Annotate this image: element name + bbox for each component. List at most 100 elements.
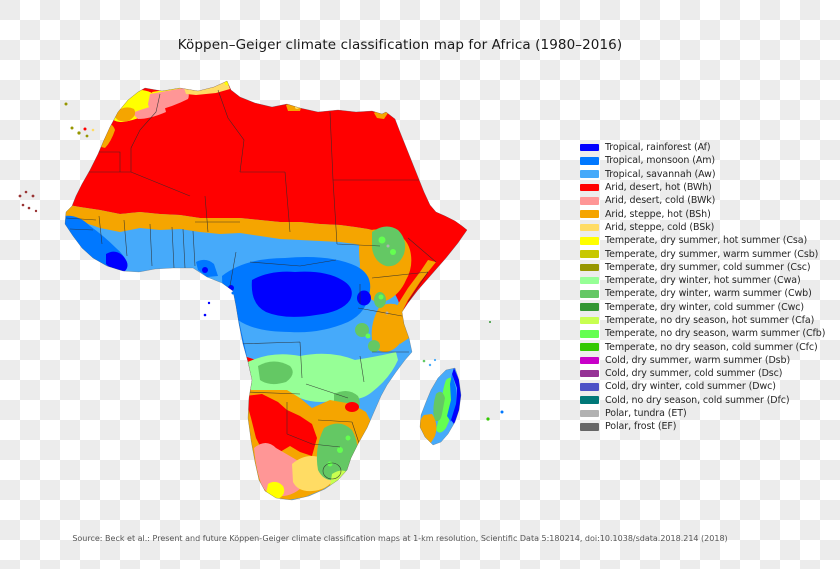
legend-item-cfb: Temperate, no dry season, warm summer (C… (580, 327, 830, 340)
legend-item-bsk: Arid, steppe, cold (BSk) (580, 221, 830, 234)
legend-swatch-cfb (580, 330, 599, 338)
region-tanzania-steppe (371, 303, 407, 352)
legend-swatch-dsc (580, 369, 599, 378)
legend-item-cwa: Temperate, dry winter, hot summer (Cwa) (580, 274, 830, 287)
region-limpopo-bwh-pocket (345, 402, 359, 412)
legend-item-dwc: Cold, dry winter, cold summer (Dwc) (580, 380, 830, 393)
legend-swatch-am (580, 157, 599, 165)
legend-swatch-csa (580, 236, 599, 245)
cape-verde-dot (31, 194, 35, 198)
region-tanzania-cwb-blob (355, 323, 369, 337)
region-kalahari-desert (245, 394, 317, 456)
sao-tome-island-dot (203, 313, 207, 317)
legend-label-cfc: Temperate, no dry season, cold summer (C… (605, 341, 818, 353)
legend-swatch-ef (580, 423, 599, 431)
region-sa-cfa-strip (330, 470, 353, 492)
legend-item-bsh: Arid, steppe, hot (BSh) (580, 207, 830, 220)
madagascar-highlands-cfb (436, 377, 455, 433)
canary-island-dot (91, 128, 95, 132)
seychelles-island-dot (489, 321, 491, 323)
legend-swatch-cfc (580, 343, 599, 351)
region-sa-cfb-dot (337, 447, 343, 453)
canary-island-dot (70, 126, 74, 130)
comoros-island-dot (433, 358, 437, 362)
comoros-island-dot (422, 359, 426, 363)
region-tanzania-cfb-dot (365, 333, 371, 339)
madagascar-cwb-patch (433, 391, 445, 422)
legend-swatch-bwh (580, 183, 599, 192)
legend-item-cfa: Temperate, no dry season, hot summer (Cf… (580, 314, 830, 327)
legend-swatch-dwc (580, 383, 599, 391)
legend-item-cwb: Temperate, dry winter, warm summer (Cwb) (580, 287, 830, 300)
legend-swatch-csc (580, 263, 599, 272)
cape-verde-dot (18, 194, 22, 198)
region-kenya-highlands-cwb (374, 292, 386, 308)
legend-item-cfc: Temperate, no dry season, cold summer (C… (580, 340, 830, 353)
legend-label-csc: Temperate, dry summer, cold summer (Csc) (605, 261, 811, 273)
legend-label-cfa: Temperate, no dry season, hot summer (Cf… (605, 315, 815, 326)
legend-label-ef: Polar, frost (EF) (605, 421, 677, 433)
region-tanzania-cwb-blob2 (368, 340, 380, 352)
legend-label-dsc: Cold, dry summer, cold summer (Dsc) (605, 368, 783, 380)
legend-item-cwc: Temperate, dry winter, cold summer (Cwc) (580, 301, 830, 314)
legend-label-bsk: Arid, steppe, cold (BSk) (605, 221, 715, 233)
legend-swatch-dfc (580, 396, 599, 405)
bioko-island-dot (231, 291, 235, 295)
comoros-island-dot (428, 363, 432, 367)
map-title: Köppen–Geiger climate classification map… (177, 37, 623, 53)
region-ethiopia-cfb-dot (378, 236, 386, 244)
region-lake-victoria-af (357, 290, 371, 306)
islands-group (18, 102, 504, 421)
legend-label-cwc: Temperate, dry winter, cold summer (Cwc) (605, 301, 805, 313)
legend-label-dsb: Cold, dry summer, warm summer (Dsb) (605, 354, 791, 366)
region-atlas-bwk (132, 104, 166, 119)
region-ethiopia-et-dot (386, 244, 390, 248)
legend-label-cwa: Temperate, dry winter, hot summer (Cwa) (605, 275, 801, 287)
legend-label-csa: Temperate, dry summer, hot summer (Csa) (605, 235, 808, 247)
canary-island-dot (85, 134, 89, 138)
legend-item-af: Tropical, rainforest (Af) (580, 141, 830, 154)
lesotho-border (322, 462, 342, 480)
source-attribution: Source: Beck et al.: Present and future … (72, 534, 728, 543)
climate-legend: Tropical, rainforest (Af) Tropical, mons… (580, 141, 830, 434)
region-sa-cfb-dot3 (345, 435, 351, 441)
legend-swatch-af (580, 143, 599, 152)
legend-label-bsh: Arid, steppe, hot (BSh) (605, 208, 711, 220)
legend-label-dwc: Cold, dry winter, cold summer (Dwc) (605, 381, 776, 393)
legend-label-csb: Temperate, dry summer, warm summer (Csb) (605, 248, 819, 260)
africa-coastline (64, 80, 468, 501)
country-borders (65, 89, 437, 463)
madagascar-coastline (419, 367, 462, 446)
legend-label-aw: Tropical, savannah (Aw) (605, 168, 716, 180)
legend-item-bwh: Arid, desert, hot (BWh) (580, 181, 830, 194)
legend-swatch-cwa (580, 276, 599, 285)
legend-label-af: Tropical, rainforest (Af) (605, 142, 711, 154)
region-mtkenya-cfb-dot (378, 294, 384, 300)
madagascar-east-monsoon (447, 374, 456, 422)
region-sahel-steppe (65, 204, 390, 250)
reunion-island-dot (486, 417, 490, 421)
region-angola-cwb (258, 361, 293, 385)
principe-island-dot (207, 301, 211, 305)
legend-swatch-bsh (580, 210, 599, 218)
legend-label-bwk: Arid, desert, cold (BWk) (605, 195, 716, 207)
legend-swatch-aw (580, 170, 599, 179)
legend-label-dfc: Cold, no dry season, cold summer (Dfc) (605, 394, 790, 406)
legend-swatch-cwb (580, 290, 599, 298)
mauritius-island-dot (500, 410, 504, 414)
cape-verde-dot (21, 203, 25, 207)
cape-verde-dot (27, 206, 31, 210)
legend-item-bwk: Arid, desert, cold (BWk) (580, 194, 830, 207)
legend-swatch-bwk (580, 197, 599, 205)
legend-swatch-et (580, 409, 599, 418)
cape-verde-dot (34, 209, 38, 213)
region-ethiopia-cfb-dot2 (390, 249, 396, 255)
cape-verde-dot (24, 190, 28, 194)
legend-item-aw: Tropical, savannah (Aw) (580, 168, 830, 181)
legend-label-cfb: Temperate, no dry season, warm summer (C… (605, 328, 826, 340)
region-algeria-coast-bwk (148, 88, 189, 111)
legend-item-csa: Temperate, dry summer, hot summer (Csa) (580, 234, 830, 247)
legend-label-am: Tropical, monsoon (Am) (605, 155, 715, 167)
legend-label-et: Polar, tundra (ET) (605, 408, 687, 420)
